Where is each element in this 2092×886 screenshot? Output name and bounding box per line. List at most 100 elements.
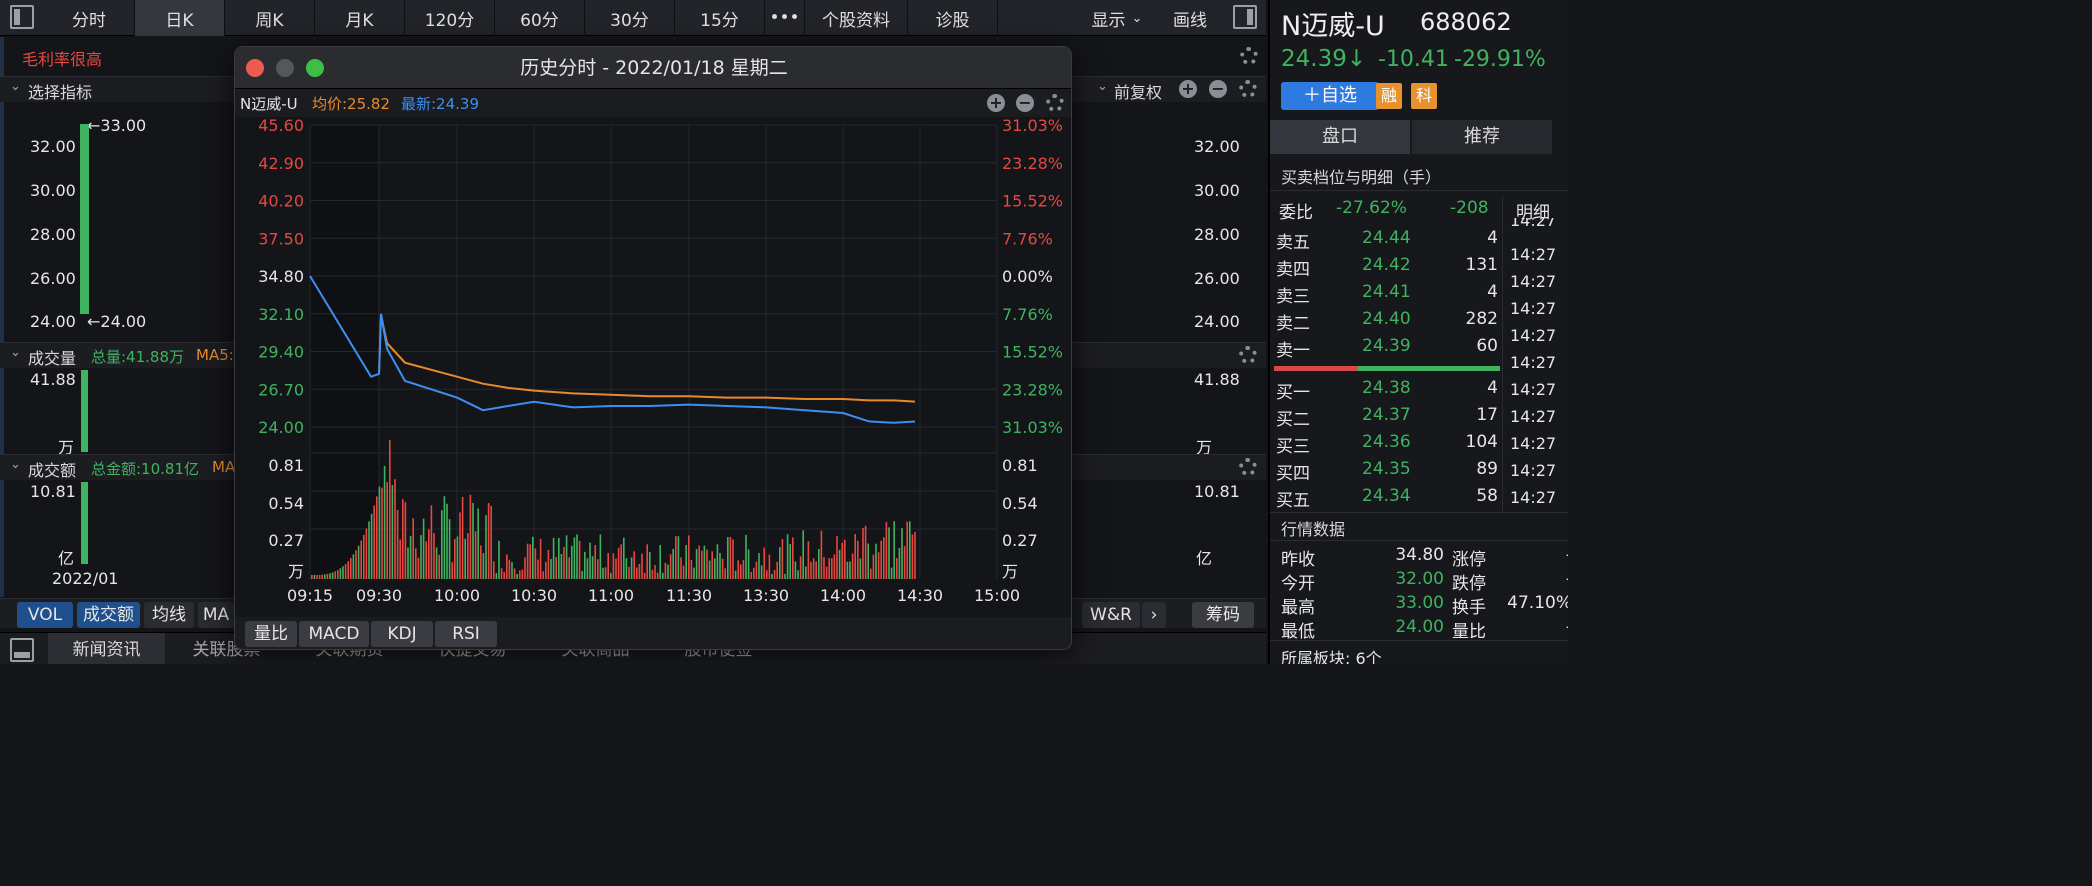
bid-row[interactable]: 买三 24.36 104: [1270, 430, 1568, 457]
bottom-panel-toggle-icon[interactable]: [10, 638, 34, 662]
tab-60min[interactable]: 60分: [495, 0, 585, 36]
volume-bar: [490, 505, 492, 579]
tabs-scroll-right[interactable]: ›: [1142, 602, 1166, 628]
current-price: 24.39↓: [1281, 46, 1367, 72]
zoom-in-icon[interactable]: +: [987, 94, 1005, 112]
bid-level: 买四: [1276, 464, 1310, 484]
timeshare-chart[interactable]: 45.60 42.90 40.20 37.50 34.80 32.10 29.40 26.70…: [235, 117, 1072, 617]
stock-terminal-window: 分时 日K 周K 月K 120分 60分 30分 15分 ••• 个股资料 诊股…: [0, 0, 1568, 664]
volume-bar: [768, 554, 771, 579]
tab-timeshare[interactable]: 分时: [44, 0, 135, 36]
more-periods-button[interactable]: •••: [765, 0, 805, 36]
right-panel-toggle-icon[interactable]: [1233, 5, 1257, 29]
zoom-in-icon[interactable]: +: [1179, 80, 1197, 98]
tab-vol[interactable]: VOL: [17, 602, 73, 628]
price-tick: 37.50: [258, 229, 304, 248]
ask-row[interactable]: 卖三 24.41 4: [1270, 280, 1568, 307]
volume-bar: [669, 554, 672, 579]
daily-candle[interactable]: [80, 124, 89, 314]
ask-row[interactable]: 卖一 24.39 60: [1270, 334, 1568, 361]
gear-icon[interactable]: [1240, 47, 1258, 65]
display-label: 显示: [1091, 10, 1126, 31]
bid-row[interactable]: 买一 24.38 4: [1270, 376, 1568, 403]
gear-icon[interactable]: [1239, 80, 1257, 98]
tab-kdj[interactable]: KDJ: [371, 621, 433, 647]
volume-bar: [311, 575, 313, 579]
bid-row[interactable]: 买二 24.37 17: [1270, 403, 1568, 430]
amount-total: 总金额:10.81亿: [91, 460, 199, 478]
tab-orderbook[interactable]: 盘口: [1270, 120, 1410, 154]
divider: [1270, 540, 1568, 541]
maximize-icon[interactable]: [306, 59, 324, 77]
tab-weekly-k[interactable]: 周K: [225, 0, 315, 36]
volume-bar: [810, 562, 812, 579]
chevron-down-icon: ⌄: [1097, 79, 1108, 94]
ask-volume: 4: [1487, 282, 1498, 302]
volume-bar: [415, 548, 417, 579]
divider: [1502, 196, 1503, 512]
ask-row[interactable]: 卖二 24.40 282: [1270, 307, 1568, 334]
bid-row[interactable]: 买五 24.34 58: [1270, 484, 1568, 511]
volume-bar: [529, 544, 531, 579]
chip-button[interactable]: 筹码: [1192, 602, 1254, 628]
volume-bar: [503, 571, 505, 579]
tab-rsi[interactable]: RSI: [435, 621, 497, 647]
tab-stock-profile[interactable]: 个股资料: [805, 0, 908, 36]
tab-monthly-k[interactable]: 月K: [315, 0, 405, 36]
volume-bar: [604, 567, 607, 579]
tab-15min[interactable]: 15分: [675, 0, 765, 36]
volume-bar: [690, 559, 693, 579]
volume-bar: [708, 560, 711, 579]
close-icon[interactable]: [246, 59, 264, 77]
tab-ma[interactable]: MA: [198, 602, 234, 628]
volume-bar: [745, 534, 747, 579]
volume-bar: [841, 542, 843, 579]
volume-bar: [454, 539, 456, 579]
bid-row[interactable]: 买四 24.35 89: [1270, 457, 1568, 484]
tab-news[interactable]: 新闻资讯: [48, 633, 165, 664]
draw-line-button[interactable]: 画线: [1173, 10, 1207, 31]
gear-icon[interactable]: [1046, 94, 1064, 112]
tab-amount[interactable]: 成交额: [77, 602, 140, 628]
period-toolbar: 分时 日K 周K 月K 120分 60分 30分 15分 ••• 个股资料 诊股…: [0, 0, 1266, 36]
volume-bar: [909, 521, 911, 579]
price-tick: 32.10: [258, 305, 304, 324]
tab-volume-ratio[interactable]: 量比: [245, 621, 297, 647]
tab-diagnosis[interactable]: 诊股: [908, 0, 998, 36]
tab-daily-k[interactable]: 日K: [135, 0, 225, 36]
ratio-label: 委比: [1279, 203, 1313, 223]
commission-ratio-row: 委比 -27.62% -208 明细: [1270, 196, 1568, 223]
volume-bar: [682, 565, 685, 579]
volume-bar: [680, 557, 682, 579]
tab-ma-line[interactable]: 均线: [144, 602, 194, 628]
display-menu[interactable]: 显示 ⌄: [1080, 0, 1154, 36]
volume-tick: 0.27: [268, 531, 304, 550]
volume-bar: [833, 554, 836, 579]
zoom-out-icon[interactable]: −: [1016, 94, 1034, 112]
adjust-select[interactable]: 前复权: [1114, 83, 1163, 102]
tab-wr[interactable]: W&R: [1082, 602, 1140, 628]
gear-icon[interactable]: [1239, 458, 1257, 476]
volume-bar: [464, 538, 466, 579]
tab-recommend[interactable]: 推荐: [1412, 120, 1552, 154]
volume-bar: [558, 538, 560, 579]
volume-bar: [820, 530, 823, 579]
volume-bar: [370, 513, 373, 579]
tab-30min[interactable]: 30分: [585, 0, 675, 36]
tab-macd[interactable]: MACD: [299, 621, 369, 647]
gear-icon[interactable]: [1239, 346, 1257, 364]
volume-bar: [877, 552, 880, 579]
add-watchlist-button[interactable]: ＋自选: [1281, 82, 1379, 110]
tab-120min[interactable]: 120分: [405, 0, 495, 36]
detail-time: 14:27: [1510, 272, 1557, 291]
volume-bar: [742, 559, 745, 579]
sector-label[interactable]: 所属板块: 6个: [1281, 649, 1382, 664]
minimize-icon[interactable]: [276, 59, 294, 77]
ask-row[interactable]: 卖四 24.42 131: [1270, 253, 1568, 280]
left-panel-toggle-icon[interactable]: [10, 5, 34, 29]
ask-row[interactable]: 卖五 24.44 4: [1270, 226, 1568, 253]
zoom-out-icon[interactable]: −: [1209, 80, 1227, 98]
volume-bar: [776, 561, 778, 579]
stock-name: N迈威-U: [240, 95, 298, 113]
indicator-select[interactable]: 选择指标: [28, 83, 93, 102]
